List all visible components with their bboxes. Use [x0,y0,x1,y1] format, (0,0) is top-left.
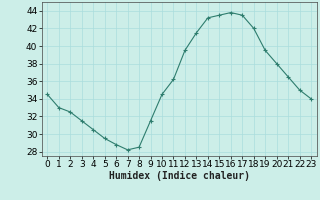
X-axis label: Humidex (Indice chaleur): Humidex (Indice chaleur) [109,171,250,181]
